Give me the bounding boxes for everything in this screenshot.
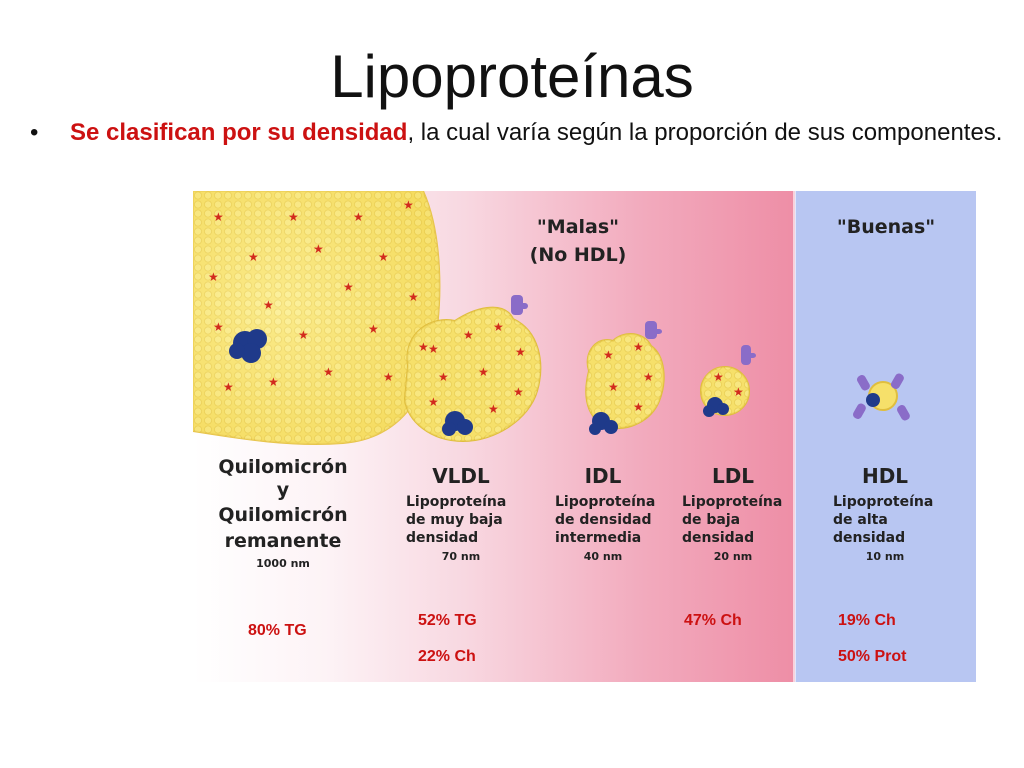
star-mark: ★: [603, 348, 614, 362]
star-mark: ★: [515, 345, 526, 359]
star-mark: ★: [248, 250, 259, 264]
idl-apoprotein: [645, 321, 662, 339]
header-bad-line2: (No HDL): [530, 244, 627, 266]
star-mark: ★: [213, 320, 224, 334]
vldl-particle: [403, 295, 542, 443]
hdl-line1: Lipoproteína: [833, 494, 933, 510]
quilo-size: 1000 nm: [256, 557, 310, 570]
star-mark: ★: [428, 342, 439, 356]
star-mark: ★: [608, 380, 619, 394]
star-mark: ★: [298, 328, 309, 342]
quilo-line2: y: [277, 479, 290, 501]
star-mark: ★: [288, 210, 299, 224]
chylomicron-particle: [193, 191, 441, 446]
hdl-line2: de alta: [833, 512, 888, 528]
ldl-particle: [700, 345, 756, 417]
vldl-name: VLDL: [432, 464, 490, 488]
idl-line2: de densidad: [555, 512, 652, 528]
bullet-bold-text: Se clasifican por su densidad: [70, 119, 408, 146]
star-mark: ★: [463, 328, 474, 342]
bullet-text: Se clasifican por su densidad, la cual v…: [70, 118, 1005, 148]
note-vldl-ch: 22% Ch: [418, 648, 476, 665]
lipoprotein-diagram: ★ ★ ★ ★ ★ ★ ★ ★ ★ ★ ★ ★ ★ ★ ★ ★ ★ ★ ★ ★ …: [193, 191, 976, 682]
slide-title: Lipoproteínas: [330, 43, 694, 110]
star-mark: ★: [378, 250, 389, 264]
ldl-line2: de baja: [682, 512, 740, 528]
vldl-size: 70 nm: [442, 550, 480, 563]
star-mark: ★: [733, 385, 744, 399]
star-mark: ★: [323, 365, 334, 379]
star-mark: ★: [418, 340, 429, 354]
header-bad-line1: "Malas": [537, 216, 619, 238]
ldl-line3: densidad: [682, 530, 754, 546]
quilo-line1: Quilomicrón: [218, 456, 347, 478]
star-mark: ★: [633, 400, 644, 414]
star-mark: ★: [493, 320, 504, 334]
chylomicron-core: [229, 329, 267, 363]
hdl-particle: [853, 373, 910, 421]
vldl-line2: de muy baja: [406, 512, 503, 528]
star-mark: ★: [488, 402, 499, 416]
header-good: "Buenas": [837, 216, 935, 238]
good-panel: [795, 191, 976, 682]
idl-label: IDL Lipoproteína de densidad intermedia …: [555, 464, 655, 563]
quilo-line4: remanente: [225, 530, 342, 552]
star-mark: ★: [713, 370, 724, 384]
star-mark: ★: [408, 290, 419, 304]
lipoprotein-figure: ★ ★ ★ ★ ★ ★ ★ ★ ★ ★ ★ ★ ★ ★ ★ ★ ★ ★ ★ ★ …: [193, 191, 976, 682]
idl-line1: Lipoproteína: [555, 494, 655, 510]
quilo-label: Quilomicrón y Quilomicrón remanente 1000…: [218, 456, 347, 570]
note-hdl-ch: 19% Ch: [838, 612, 896, 629]
hdl-line3: densidad: [833, 530, 905, 546]
vldl-line3: densidad: [406, 530, 478, 546]
star-mark: ★: [223, 380, 234, 394]
idl-particle: [585, 321, 665, 435]
star-mark: ★: [643, 370, 654, 384]
idl-name: IDL: [585, 464, 622, 488]
star-mark: ★: [263, 298, 274, 312]
star-mark: ★: [313, 242, 324, 256]
quilo-line3: Quilomicrón: [218, 504, 347, 526]
vldl-label: VLDL Lipoproteína de muy baja densidad 7…: [406, 464, 506, 563]
note-quilo-tg: 80% TG: [248, 622, 307, 639]
vldl-line1: Lipoproteína: [406, 494, 506, 510]
star-mark: ★: [633, 340, 644, 354]
star-mark: ★: [213, 210, 224, 224]
ldl-size: 20 nm: [714, 550, 752, 563]
note-ldl-ch: 47% Ch: [684, 612, 742, 629]
star-mark: ★: [268, 375, 279, 389]
star-mark: ★: [343, 280, 354, 294]
ldl-label: LDL Lipoproteína de baja densidad 20 nm: [682, 464, 782, 563]
star-mark: ★: [513, 385, 524, 399]
star-mark: ★: [368, 322, 379, 336]
idl-size: 40 nm: [584, 550, 622, 563]
vldl-apoprotein: [511, 295, 528, 315]
star-mark: ★: [428, 395, 439, 409]
hdl-divider: [793, 191, 796, 682]
hdl-label: HDL Lipoproteína de alta densidad 10 nm: [833, 464, 933, 563]
bullet-marker: •: [30, 119, 39, 146]
star-mark: ★: [438, 370, 449, 384]
star-mark: ★: [403, 198, 414, 212]
ldl-apoprotein: [741, 345, 756, 365]
idl-core: [589, 412, 618, 435]
idl-line3: intermedia: [555, 530, 641, 546]
star-mark: ★: [353, 210, 364, 224]
hdl-size: 10 nm: [866, 550, 904, 563]
star-mark: ★: [383, 370, 394, 384]
ldl-core: [703, 397, 729, 417]
ldl-name: LDL: [712, 464, 754, 488]
hdl-apoproteins: [853, 373, 910, 421]
bullet-rest-text: , la cual varía según la proporción de s…: [407, 119, 1003, 146]
hdl-name: HDL: [862, 464, 908, 488]
star-mark: ★: [208, 270, 219, 284]
note-vldl-tg: 52% TG: [418, 612, 477, 629]
note-hdl-prot: 50% Prot: [838, 648, 907, 665]
triglyceride-stars: ★ ★ ★ ★ ★ ★ ★ ★ ★ ★ ★ ★ ★ ★ ★ ★ ★ ★ ★ ★ …: [208, 198, 744, 416]
ldl-line1: Lipoproteína: [682, 494, 782, 510]
vldl-core: [442, 411, 473, 436]
star-mark: ★: [478, 365, 489, 379]
